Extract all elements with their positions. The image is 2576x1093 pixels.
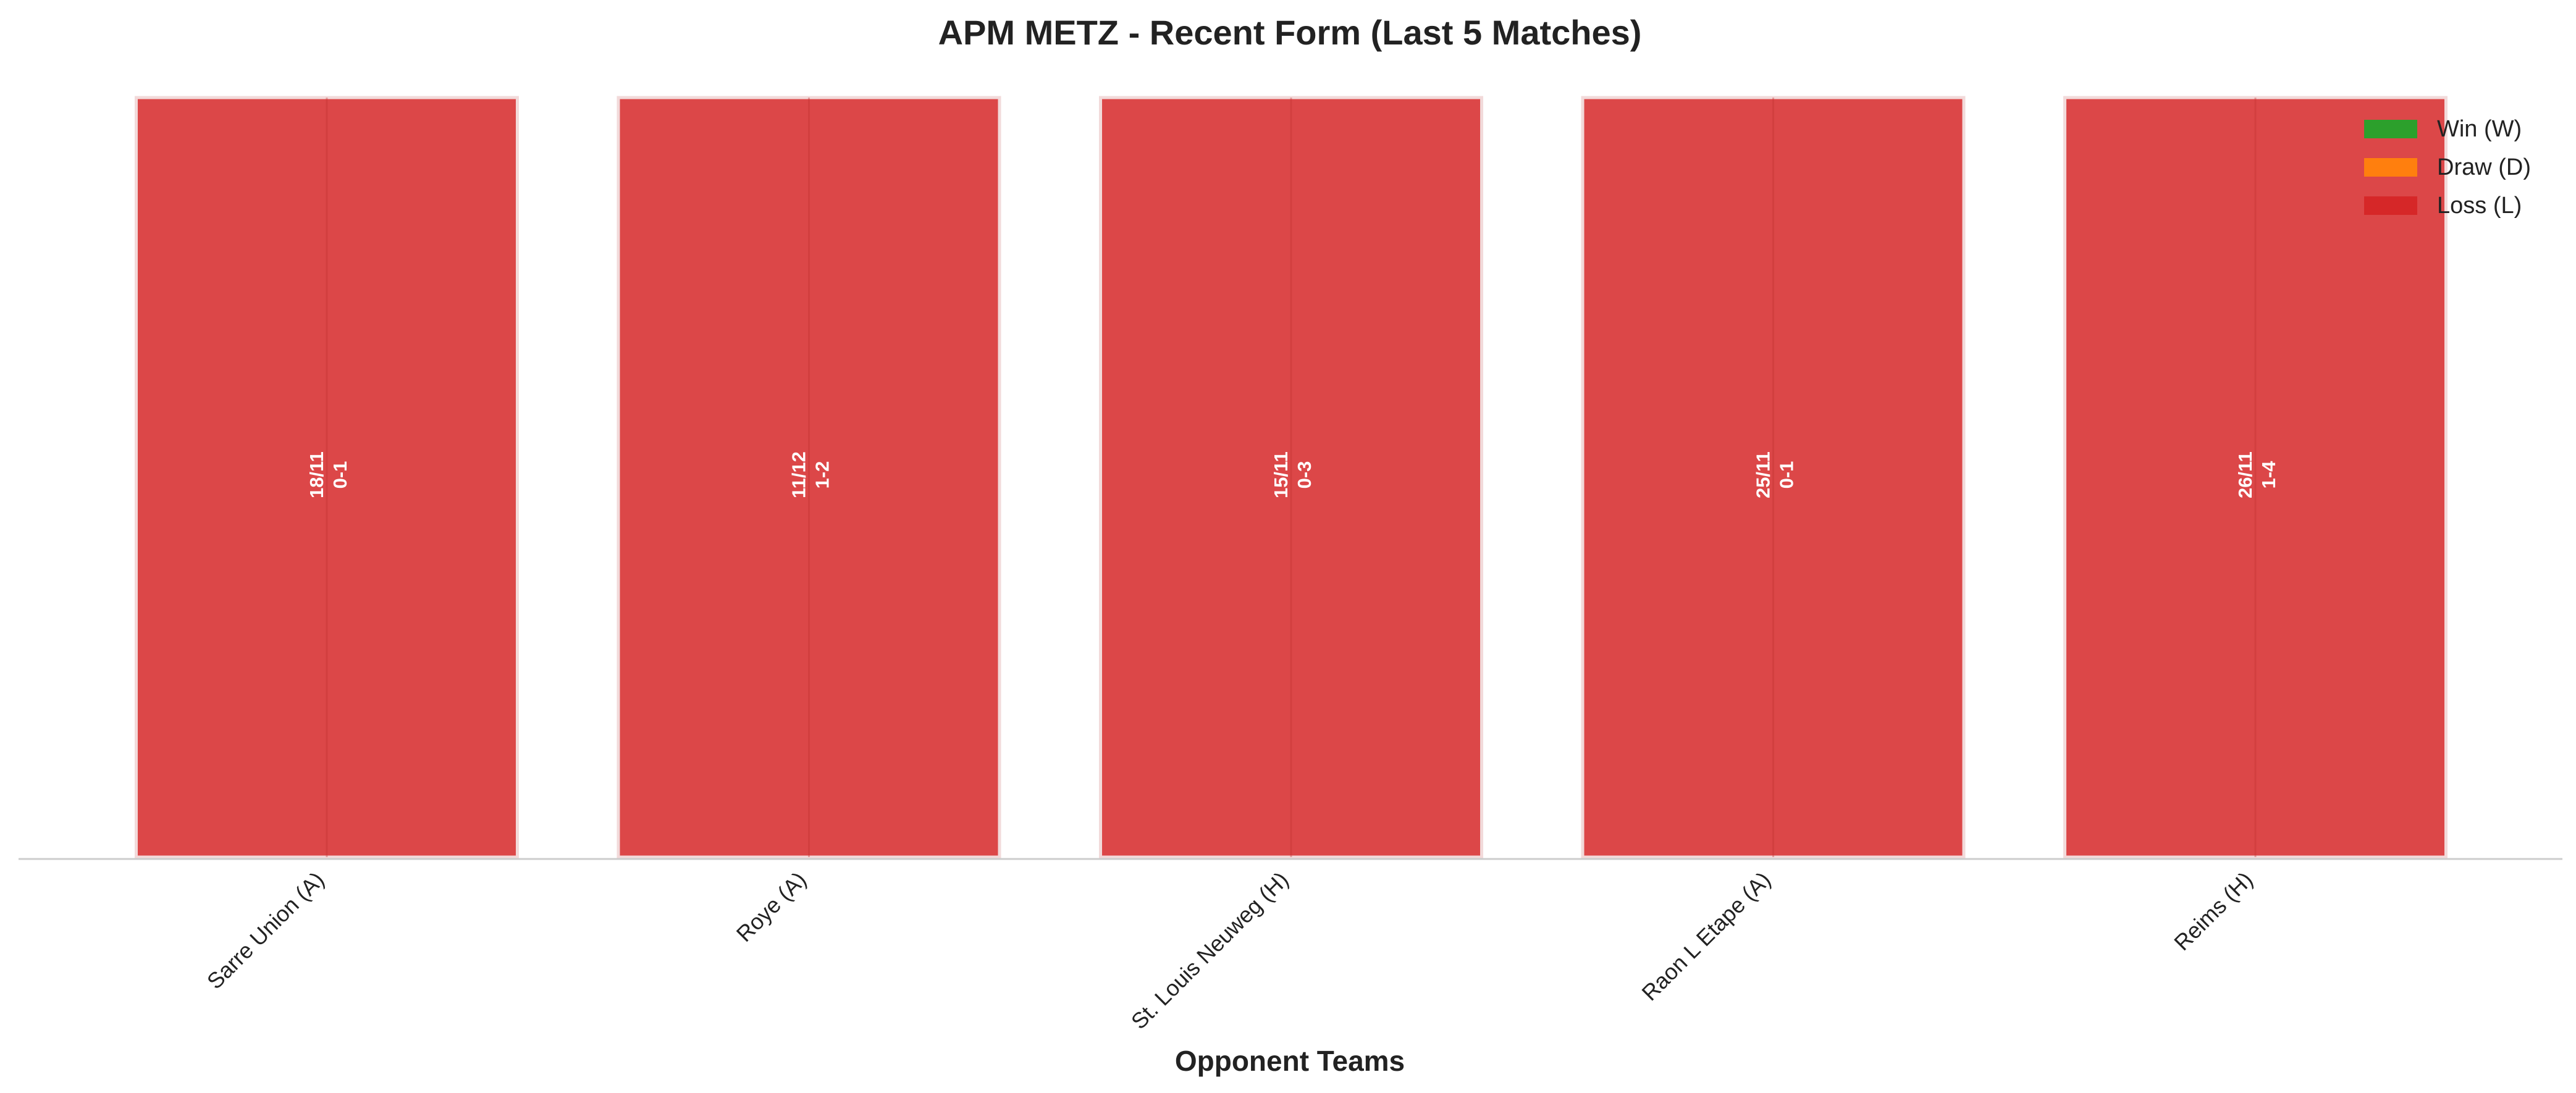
bar-label-date: 26/11: [2234, 451, 2256, 498]
legend-swatch-d: [2364, 158, 2417, 177]
bar-label-2: 15/11 0-3: [1270, 451, 1315, 498]
x-axis-label: Opponent Teams: [1175, 1045, 1405, 1077]
x-tick-label-1: Roye (A): [731, 867, 811, 947]
bar-label-3: 25/11 0-1: [1753, 451, 1798, 498]
legend-label-w: Win (W): [2437, 116, 2522, 142]
bar-label-date: 25/11: [1753, 451, 1774, 498]
bar-label-score: 1-2: [812, 461, 833, 489]
bar-label-0: 18/11 0-1: [306, 451, 351, 498]
x-tick-label-4: Reims (H): [2169, 867, 2258, 956]
bar-label-date: 15/11: [1270, 451, 1292, 498]
legend-swatch-w: [2364, 120, 2417, 138]
legend: Win (W) Draw (D) Loss (L): [2364, 116, 2531, 219]
x-tick-label-2: St. Louis Neuweg (H): [1126, 867, 1294, 1034]
chart-title: APM METZ - Recent Form (Last 5 Matches): [938, 13, 1642, 52]
x-tick-labels: Sarre Union (A) Roye (A) St. Louis Neuweg …: [202, 867, 2258, 1034]
bar-label-score: 0-3: [1294, 461, 1315, 489]
bar-label-score: 0-1: [329, 461, 351, 489]
bar-4: [2063, 96, 2448, 859]
legend-label-l: Loss (L): [2437, 193, 2522, 219]
bar-label-1: 11/12 1-2: [788, 451, 833, 498]
bar-0: [135, 96, 519, 859]
bar-label-score: 1-4: [2258, 461, 2279, 489]
bar-1: [617, 96, 1001, 859]
bar-2: [1099, 96, 1483, 859]
bar-label-date: 11/12: [788, 451, 810, 498]
bar-label-score: 0-1: [1776, 461, 1798, 489]
x-tick-label-0: Sarre Union (A): [202, 867, 329, 994]
bar-3: [1581, 96, 1966, 859]
legend-swatch-l: [2364, 196, 2417, 215]
bars-layer: 18/11 0-1 11/12 1-2 15/11 0-3 25/11 0-1 26/11 1-4: [135, 96, 2448, 859]
bar-label-4: 26/11 1-4: [2234, 451, 2279, 498]
bar-label-date: 18/11: [306, 451, 327, 498]
legend-label-d: Draw (D): [2437, 154, 2531, 180]
x-tick-label-3: Raon L Etape (A): [1636, 867, 1775, 1006]
